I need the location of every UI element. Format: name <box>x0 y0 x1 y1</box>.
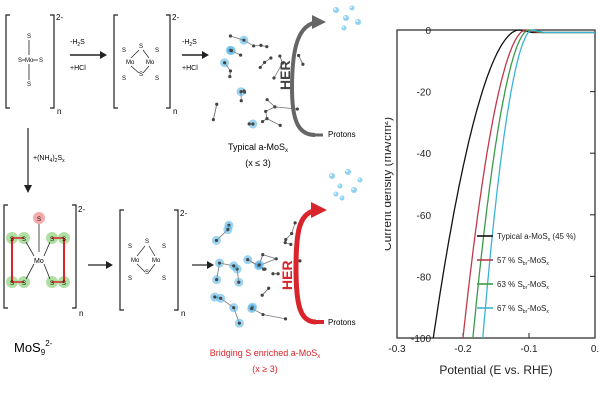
atom-label: S <box>128 244 132 250</box>
series-line <box>432 29 595 339</box>
atom-label: S <box>128 276 132 282</box>
atom-label: S <box>50 237 54 243</box>
charge-label: 2- <box>172 13 179 22</box>
atom-label: S <box>145 270 149 276</box>
atom-label: S <box>122 76 126 82</box>
hydrogen-bubbles-bottom <box>329 169 363 201</box>
her-label: HER <box>279 260 295 290</box>
dimer-structure-bridging: 2- n S S S Mo Mo S S S <box>119 209 187 318</box>
atom-label: S <box>145 239 149 245</box>
protons-label: Protons <box>328 318 356 327</box>
atom-label: S <box>22 237 26 243</box>
atom-label: S <box>155 76 159 82</box>
repeat-label: n <box>79 309 83 318</box>
atom-label: S <box>18 58 22 64</box>
legend-label: Typical a-MoSx (45 %) <box>497 232 576 243</box>
atom-label: S <box>62 281 66 287</box>
reaction-arrow-2: -H2S +HCl <box>182 39 209 72</box>
reaction-arrow-down: +(NH4)2Sx <box>24 128 65 193</box>
atom-label: Mo <box>34 258 44 265</box>
typical-condition-label: (x ≤ 3) <box>245 158 270 168</box>
reaction-arrow-3 <box>88 261 113 269</box>
y-tick-label: -100 <box>411 334 431 345</box>
monomer-structure: 2- n S S Mo S S <box>5 13 63 116</box>
atom-label: S <box>10 281 14 287</box>
legend-label: 67 % Sbr-MoSx <box>497 304 549 315</box>
atom-label: S <box>162 244 166 250</box>
y-tick-label: 0 <box>425 26 431 37</box>
y-tick-label: -60 <box>417 211 432 222</box>
protons-label: Protons <box>328 130 356 139</box>
atom-label: Mo <box>25 58 34 64</box>
plot-frame <box>396 29 596 339</box>
charge-label: 2- <box>78 205 85 214</box>
hydrogen-bubbles-top <box>333 5 361 31</box>
repeat-label: n <box>173 107 177 116</box>
atom-label: S <box>37 217 41 223</box>
atom-label: Mo <box>146 60 155 66</box>
series-line <box>462 29 595 339</box>
polarization-chart: 0 -20 -40 -60 -80 -100 -0.3 -0.2 -0.1 0. Potential… <box>385 26 599 377</box>
y-axis-label: Current density (mA/cm²) <box>385 117 394 251</box>
atom-label: S <box>162 276 166 282</box>
atom-label: S <box>155 48 159 54</box>
atom-label: S <box>50 281 54 287</box>
svg-text:-H2S: -H2S <box>70 39 85 48</box>
reaction-arrow-4 <box>192 261 214 269</box>
reaction-arrow-1: -H2S +HCl <box>70 39 107 72</box>
reaction-scheme: 2- n S S Mo S S -H2S +HCl 2- n S S S Mo … <box>3 5 363 374</box>
x-tick-label: -0.2 <box>454 344 472 355</box>
typical-amosx-label: Typical a-MoSx <box>228 142 288 154</box>
charge-label: 2- <box>180 209 187 218</box>
legend-label: 63 % Sbr-MoSx <box>497 280 549 291</box>
series-line <box>482 29 595 339</box>
mos9-label: MoS92- <box>14 339 53 357</box>
y-tick-label: -40 <box>417 149 432 160</box>
x-axis-label: Potential (E vs. RHE) <box>439 363 552 377</box>
atom-label: S <box>62 237 66 243</box>
bridging-condition-label: (x ≥ 3) <box>252 364 277 374</box>
svg-text:-H2S: -H2S <box>182 39 197 48</box>
atom-label: Mo <box>126 60 135 66</box>
atom-label: S <box>39 58 43 64</box>
amorphous-cluster-bridging <box>210 220 302 328</box>
mos9-structure: 2- n S S S S S Mo S S S S <box>3 204 85 318</box>
atom-label: S <box>122 48 126 54</box>
y-tick-label: -80 <box>417 272 432 283</box>
atom-label: S <box>22 281 26 287</box>
x-tick-label: -0.3 <box>388 344 406 355</box>
her-label: HER <box>277 60 293 90</box>
y-tick-label: -20 <box>417 88 432 99</box>
legend-label: 57 % Sbr-MoSx <box>497 256 549 267</box>
charge-label: 2- <box>56 13 63 22</box>
repeat-label: n <box>57 107 61 116</box>
repeat-label: n <box>181 309 185 318</box>
reagent-label: +HCl <box>182 65 198 72</box>
her-cycle-bridging: HER Protons <box>279 202 356 327</box>
atom-label: S <box>27 34 31 40</box>
x-tick-label: -0.1 <box>520 344 538 355</box>
atom-label: S <box>139 72 143 78</box>
atom-label: S <box>139 44 143 50</box>
amorphous-cluster-typical <box>211 34 305 129</box>
reagent-label: +HCl <box>70 65 86 72</box>
atom-label: Mo <box>131 258 140 264</box>
her-cycle-typical: HER Protons <box>277 15 356 139</box>
bridging-amosx-label: Bridging S enriched a-MoSx <box>210 348 321 360</box>
atom-label: Mo <box>152 258 161 264</box>
atom-label: S <box>27 82 31 88</box>
dimer-structure: 2- n S S S Mo Mo S S S <box>113 13 179 116</box>
atom-label: S <box>10 237 14 243</box>
series-line <box>472 29 595 339</box>
reagent-label: +(NH4)2Sx <box>33 155 65 164</box>
x-tick-label: 0. <box>591 344 599 355</box>
